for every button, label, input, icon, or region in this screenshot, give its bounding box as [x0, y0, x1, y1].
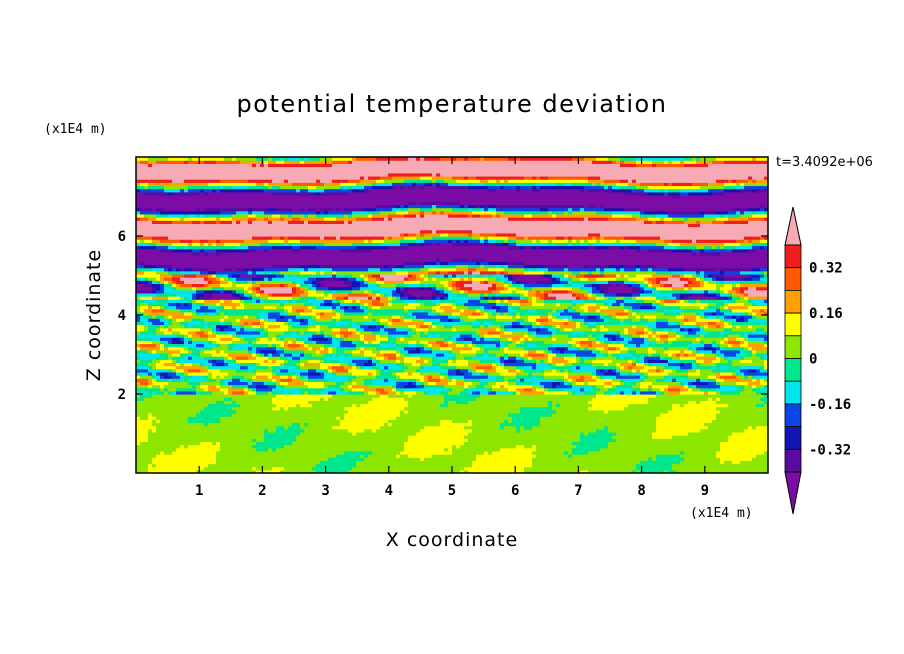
- plot-area: [136, 157, 769, 474]
- time-label: t=3.4092e+06: [776, 155, 873, 170]
- y-unit-label: (x1E4 m): [44, 122, 107, 137]
- chart-title: potential temperature deviation: [237, 90, 668, 118]
